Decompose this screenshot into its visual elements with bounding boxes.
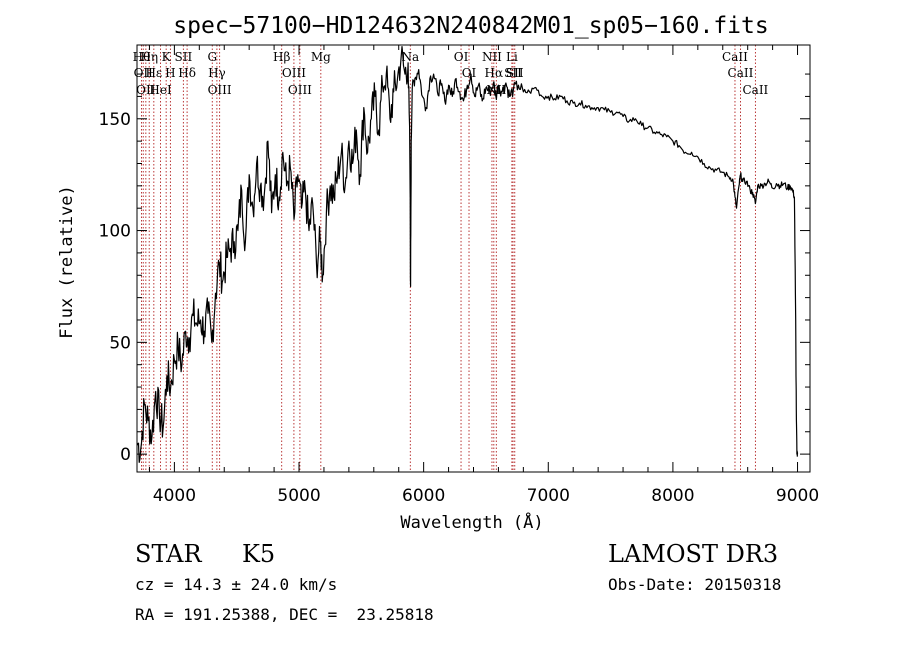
object-class: STAR xyxy=(135,540,202,568)
spectral-line-label: HeI xyxy=(149,83,172,97)
survey-name: LAMOST DR3 xyxy=(608,540,779,568)
y-axis-label: Flux (relative) xyxy=(57,185,77,339)
spectral-line-label: Hδ xyxy=(178,66,196,80)
chart-title: spec−57100−HD124632N240842M01_sp05−160.f… xyxy=(173,13,768,39)
spectral-line-label: OI xyxy=(454,50,469,64)
sky-coordinates: RA = 191.25388, DEC = 23.25818 xyxy=(135,605,434,624)
y-axis-ticks: 0 50 100 150 xyxy=(99,73,810,465)
spectral-line-label: CaII xyxy=(722,50,748,64)
spectral-line-label: OIII xyxy=(282,66,306,80)
object-subclass: K5 xyxy=(242,540,276,568)
spectral-line-label: K xyxy=(162,50,172,64)
x-tick-label: 9000 xyxy=(776,486,819,506)
spectral-line-label: OII xyxy=(136,83,156,97)
spectrum-chart: spec−57100−HD124632N240842M01_sp05−160.f… xyxy=(57,13,819,533)
spectral-line-label: G xyxy=(207,50,217,64)
spectral-line-label: Hα xyxy=(485,66,504,80)
spectral-line-label: Hβ xyxy=(273,50,290,64)
spectral-line-label: SII xyxy=(175,50,193,64)
y-tick-label: 0 xyxy=(120,445,131,465)
spectral-line-label: OIII xyxy=(288,83,312,97)
y-tick-label: 50 xyxy=(109,333,131,353)
spectral-line-label: H xyxy=(165,66,175,80)
spectral-line-label: Hγ xyxy=(208,66,226,80)
spectrum-line xyxy=(136,46,799,463)
spectral-line-label: Li xyxy=(506,50,518,64)
emission-lines xyxy=(141,45,756,472)
spectral-line-label: OIII xyxy=(208,83,232,97)
spectral-line-label: CaII xyxy=(742,83,768,97)
spectral-line-label: Hε xyxy=(145,66,162,80)
observation-date: Obs-Date: 20150318 xyxy=(608,575,782,594)
spectral-line-label: SII xyxy=(506,66,524,80)
x-axis-label: Wavelength (Å) xyxy=(400,511,543,533)
spectral-line-label: CaII xyxy=(728,66,754,80)
spectral-line-label: Hη xyxy=(140,50,158,64)
x-tick-label: 7000 xyxy=(527,486,570,506)
x-tick-label: 4000 xyxy=(153,486,196,506)
x-axis-ticks: 4000 5000 6000 7000 8000 9000 xyxy=(148,45,819,506)
y-tick-label: 100 xyxy=(99,222,131,242)
spectral-line-label: OI xyxy=(462,66,477,80)
spectral-line-label: SII xyxy=(504,66,522,80)
line-labels: HθOIIOIIHηHεHeIKHSIIHδGHγOIIIHβOIIIOIIIM… xyxy=(133,50,769,97)
spectral-line-label: Na xyxy=(401,50,419,64)
plot-border xyxy=(136,44,811,473)
x-tick-label: 6000 xyxy=(402,486,445,506)
spectral-line-label: NII xyxy=(482,50,502,64)
x-tick-label: 8000 xyxy=(651,486,694,506)
y-tick-label: 150 xyxy=(99,110,131,130)
spectral-line-label: OII xyxy=(134,66,154,80)
x-tick-label: 5000 xyxy=(277,486,320,506)
redshift-velocity: cz = 14.3 ± 24.0 km/s xyxy=(135,575,338,594)
plot-frame xyxy=(136,44,811,473)
spectral-line-label: Mg xyxy=(311,50,331,64)
